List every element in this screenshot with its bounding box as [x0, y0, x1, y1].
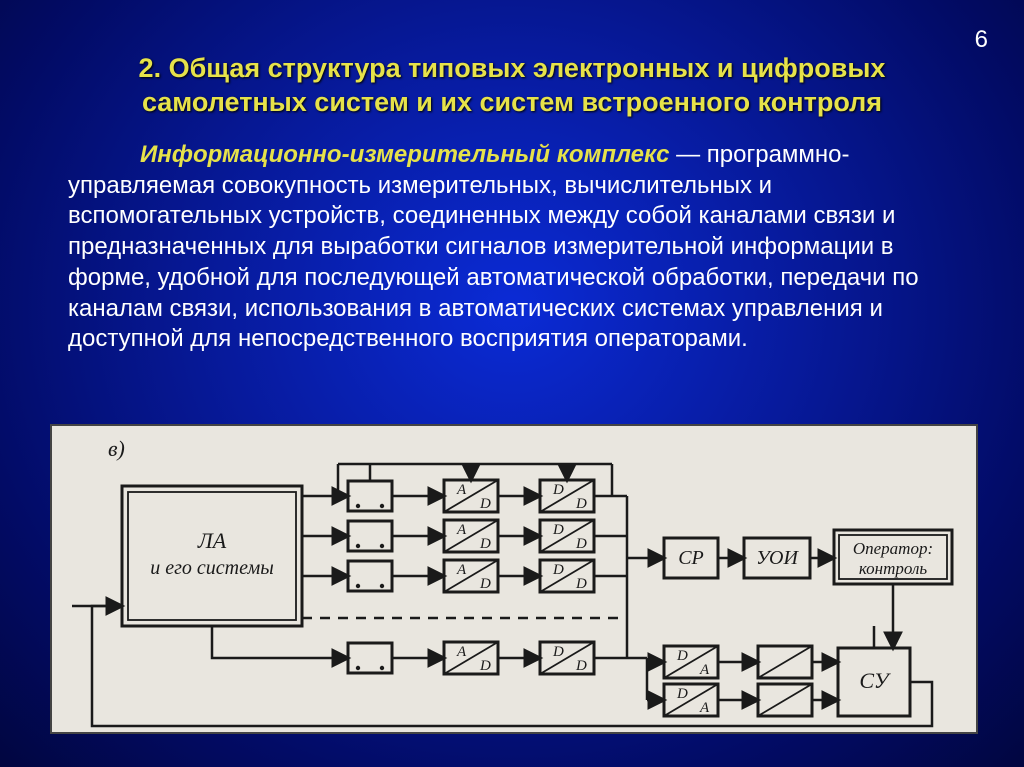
svg-text:D: D — [575, 576, 587, 592]
svg-text:D: D — [552, 562, 564, 578]
operator-label-1: Оператор: — [853, 539, 933, 558]
uoi-label: УОИ — [756, 547, 799, 569]
svg-text:D: D — [479, 496, 491, 512]
body-paragraph: Информационно-измерительный комплекс — п… — [68, 140, 968, 355]
operator-label-2: контроль — [859, 559, 928, 578]
svg-text:D: D — [552, 482, 564, 498]
page-number: 6 — [975, 26, 988, 54]
svg-text:А: А — [699, 662, 710, 678]
defined-term: Информационно-измерительный комплекс — [140, 141, 669, 168]
slide-title: 2. Общая структура типовых электронных и… — [0, 52, 1024, 120]
body-rest: — программно-управляемая совокупность из… — [68, 141, 919, 352]
panel-label: в) — [108, 436, 125, 461]
svg-text:D: D — [575, 536, 587, 552]
svg-text:D: D — [575, 658, 587, 674]
slide: 6 2. Общая структура типовых электронных… — [0, 0, 1024, 767]
svg-text:D: D — [479, 536, 491, 552]
big-block-label-2: и его системы — [150, 557, 274, 579]
svg-text:А: А — [699, 700, 710, 716]
title-line-1: 2. Общая структура типовых электронных и… — [139, 53, 886, 83]
svg-text:А: А — [456, 522, 467, 538]
svg-text:А: А — [456, 644, 467, 660]
cp-label: СР — [678, 547, 704, 569]
svg-text:D: D — [479, 658, 491, 674]
svg-text:D: D — [479, 576, 491, 592]
svg-text:D: D — [552, 644, 564, 660]
svg-text:А: А — [456, 562, 467, 578]
svg-text:D: D — [575, 496, 587, 512]
svg-text:D: D — [552, 522, 564, 538]
title-line-2: самолетных систем и их систем встроенног… — [142, 87, 882, 117]
cy-label: СУ — [859, 668, 891, 693]
svg-text:D: D — [676, 648, 688, 664]
block-diagram: в) ЛА и его системы АD DD — [50, 424, 978, 734]
svg-text:А: А — [456, 482, 467, 498]
big-block-label-1: ЛА — [197, 528, 227, 553]
svg-text:D: D — [676, 686, 688, 702]
